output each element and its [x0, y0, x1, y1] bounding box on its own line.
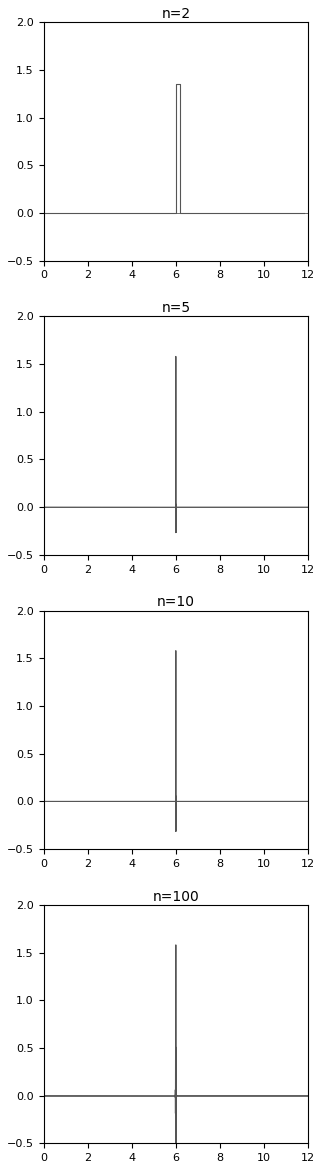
Title: n=100: n=100: [152, 889, 199, 903]
Title: n=5: n=5: [161, 301, 190, 315]
Title: n=10: n=10: [157, 596, 195, 610]
Title: n=2: n=2: [161, 7, 190, 21]
